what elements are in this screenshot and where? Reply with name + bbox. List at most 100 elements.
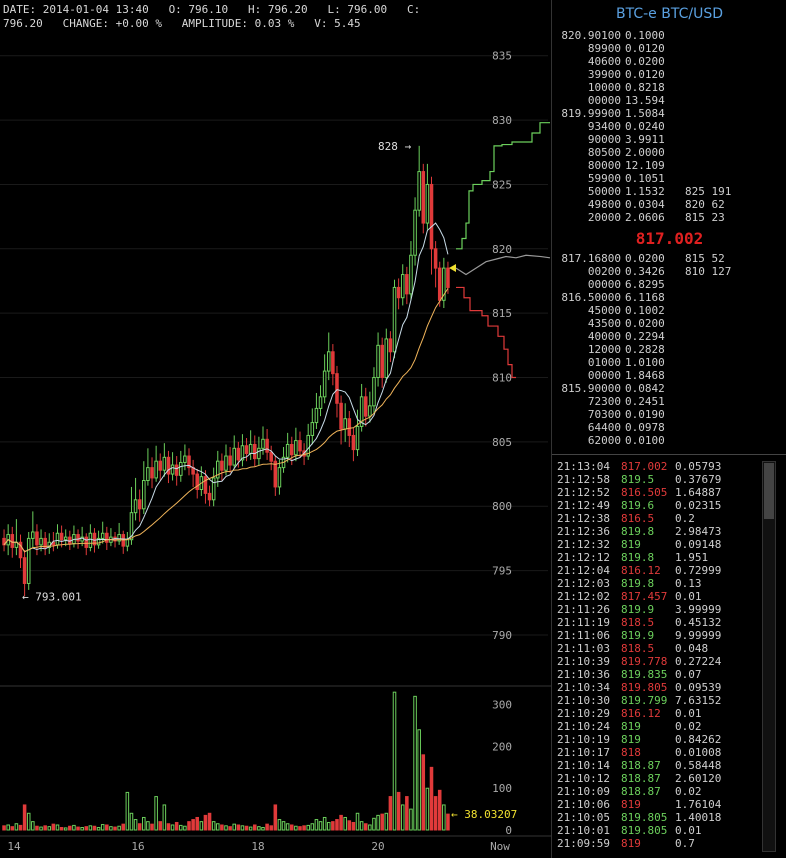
trade-time: 21:10:14: [557, 759, 610, 772]
candle-body: [125, 539, 130, 547]
orderbook-row[interactable]: 40600 0.0200: [557, 55, 775, 68]
orderbook-cumulative: 815 52: [685, 252, 725, 265]
orderbook-row[interactable]: 10000 0.8218: [557, 81, 775, 94]
orderbook-volume: 0.0978: [625, 421, 665, 434]
orderbook-row[interactable]: 00000 1.8468: [557, 369, 775, 382]
candle-body: [433, 248, 438, 269]
volume-bar: [162, 804, 167, 831]
trade-price: 819.805: [621, 811, 668, 824]
trade-price: 818.87: [621, 772, 661, 785]
orderbook-row[interactable]: 80500 2.0000: [557, 146, 775, 159]
volume-bar: [343, 816, 347, 831]
volume-bar: [232, 823, 236, 831]
candle-body: [310, 422, 315, 436]
candle-body: [380, 344, 384, 379]
trade-price: 817.457: [621, 590, 668, 603]
volume-bar: [63, 827, 68, 831]
trade-amount: 7.63152: [675, 694, 722, 707]
orderbook-row[interactable]: 90000 3.9911: [557, 133, 775, 146]
orderbook-price: 93400: [587, 120, 621, 133]
volume-bar: [335, 819, 339, 831]
orderbook-price: 90000: [587, 133, 621, 146]
orderbook-price: 49800: [587, 198, 621, 211]
candle-body: [248, 443, 253, 454]
orderbook-volume: 0.0240: [625, 120, 665, 133]
trade-amount: 1.64887: [675, 486, 722, 499]
orderbook-row[interactable]: 40000 0.2294: [557, 330, 775, 343]
orderbook-row[interactable]: 45000 0.1002: [557, 304, 775, 317]
orderbook-row[interactable]: 62000 0.0100: [557, 434, 775, 447]
price-chart[interactable]: 835 830 825 820 815 810 805 800 795 790 300 200 100 0…: [0, 0, 551, 858]
orderbook-volume: 0.2828: [625, 343, 665, 356]
trade-time: 21:12:36: [557, 525, 610, 538]
price-tick-label: 835: [492, 50, 512, 63]
orderbook-volume: 0.0120: [625, 42, 665, 55]
trade-time: 21:11:19: [557, 616, 610, 629]
trade-amount: 0.37679: [675, 473, 722, 486]
candle-body: [31, 531, 35, 539]
orderbook-row[interactable]: 59900 0.1051: [557, 172, 775, 185]
ohlc-info-line: DATE: 2014-01-04 13:40 O: 796.10 H: 796.…: [3, 3, 421, 16]
orderbook-row[interactable]: 72300 0.2451: [557, 395, 775, 408]
orderbook-row[interactable]: 00000 13.594: [557, 94, 775, 107]
trade-amount: 0.45132: [675, 616, 722, 629]
orderbook-row[interactable]: 64400 0.0978: [557, 421, 775, 434]
orderbook-row[interactable]: 816.50000 6.1168: [557, 291, 775, 304]
trade-time: 21:12:58: [557, 473, 610, 486]
trades-scrollbar[interactable]: [762, 461, 776, 852]
volume-bar: [187, 821, 191, 831]
trade-price: 819.835: [621, 668, 668, 681]
candle-body: [359, 396, 364, 427]
orderbook-volume: 3.9911: [625, 133, 665, 146]
chart-panel[interactable]: 835 830 825 820 815 810 805 800 795 790 300 200 100 0…: [0, 0, 551, 858]
orderbook-row[interactable]: 820.90100 0.1000: [557, 29, 775, 42]
orderbook-row[interactable]: 819.99900 1.5084: [557, 107, 775, 120]
volume-bar: [18, 824, 23, 831]
trade-row: 21:11:19 818.5 0.45132: [557, 616, 735, 629]
candle-body: [179, 461, 183, 476]
orderbook-row[interactable]: 43500 0.0200: [557, 317, 775, 330]
candle-body: [236, 447, 241, 461]
volume-bar: [446, 813, 450, 831]
orderbook-row[interactable]: 70300 0.0190: [557, 408, 775, 421]
volume-bar: [220, 824, 224, 831]
candle-body: [322, 370, 327, 398]
orderbook-price: 00200: [587, 265, 621, 278]
volume-bar: [269, 825, 273, 831]
trade-amount: 0.05793: [675, 460, 722, 473]
volume-bar: [421, 754, 426, 831]
candle-body: [137, 499, 142, 510]
orderbook-row[interactable]: 50000 1.1532 825 191: [557, 185, 775, 198]
slow-moving-average: [3, 288, 449, 553]
volume-bar: [376, 814, 380, 831]
trade-price: 816.12: [621, 707, 661, 720]
scroll-thumb[interactable]: [764, 463, 774, 519]
orderbook-row[interactable]: 49800 0.0304 820 62: [557, 198, 775, 211]
candle-body: [269, 451, 273, 462]
volume-bar: [211, 821, 216, 831]
volume-bar: [22, 804, 27, 831]
volume-bar: [55, 824, 60, 831]
orderbook-row[interactable]: 93400 0.0240: [557, 120, 775, 133]
orderbook-row[interactable]: 815.90000 0.0842: [557, 382, 775, 395]
orderbook-row[interactable]: 00200 0.3426 810 127: [557, 265, 775, 278]
orderbook-volume: 2.0000: [625, 146, 665, 159]
trade-amount: 1.40018: [675, 811, 722, 824]
volume-bar: [413, 695, 417, 831]
candle-body: [252, 443, 257, 460]
trade-amount: 1.951: [675, 551, 709, 564]
orderbook-row[interactable]: 39900 0.0120: [557, 68, 775, 81]
orderbook-row[interactable]: 817.16800 0.0200 815 52: [557, 252, 775, 265]
orderbook-row[interactable]: 20000 2.0606 815 23: [557, 211, 775, 224]
orderbook-row[interactable]: 89900 0.0120: [557, 42, 775, 55]
trade-amount: 0.01: [675, 824, 702, 837]
ask-depth-line: [456, 122, 550, 250]
trade-time: 21:12:38: [557, 512, 610, 525]
orderbook-row[interactable]: 12000 0.2828: [557, 343, 775, 356]
orderbook-row[interactable]: 01000 1.0100: [557, 356, 775, 369]
orderbook-price: 62000: [587, 434, 621, 447]
trade-row: 21:10:36 819.835 0.07: [557, 668, 735, 681]
orderbook-row[interactable]: 00000 6.8295: [557, 278, 775, 291]
price-tick-label: 810: [492, 372, 512, 385]
orderbook-row[interactable]: 80000 12.109: [557, 159, 775, 172]
